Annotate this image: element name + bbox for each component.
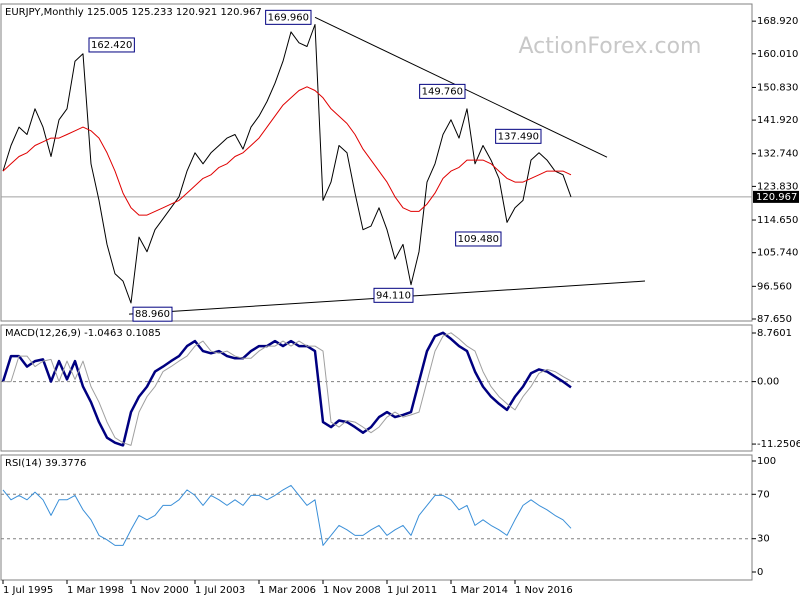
price-annotation: 149.760 — [422, 86, 463, 97]
y-tick-label: 0.00 — [757, 377, 779, 388]
y-tick-label: 8.7601 — [757, 328, 792, 339]
y-tick-label: 123.830 — [757, 181, 798, 192]
annotation-box — [88, 37, 135, 53]
annotation-box — [132, 306, 173, 322]
y-tick-label: 30 — [757, 534, 770, 545]
series-line — [2, 24, 572, 304]
y-tick-label: 96.560 — [757, 281, 792, 292]
y-tick-label: 87.650 — [757, 314, 792, 325]
plot-area — [1, 331, 752, 447]
annotation-box — [373, 287, 414, 303]
y-tick-label: 132.740 — [757, 149, 798, 160]
price-annotation: 94.110 — [376, 290, 411, 301]
y-tick-label: 141.920 — [757, 115, 798, 126]
y-tick-label: 0 — [757, 567, 763, 578]
plot-area — [1, 16, 752, 315]
x-tick-label: 1 Mar 2014 — [451, 585, 508, 596]
annotation-box — [419, 83, 466, 99]
annotation-box — [455, 231, 502, 247]
series-line — [2, 484, 572, 546]
panel-title: EURJPY,Monthly 125.005 125.233 120.921 1… — [5, 7, 262, 18]
y-tick-label: 168.920 — [757, 16, 798, 27]
series-line — [2, 86, 572, 216]
x-tick-label: 1 Jul 2003 — [195, 585, 245, 596]
x-tick-label: 1 Mar 2006 — [259, 585, 316, 596]
annotation-box — [495, 128, 542, 144]
price-annotation: 137.490 — [498, 131, 539, 142]
last-price-box — [753, 190, 799, 203]
annotation-box — [265, 9, 312, 25]
y-tick-label: 150.830 — [757, 82, 798, 93]
last-price-label: 120.967 — [756, 192, 797, 203]
plot-area — [1, 484, 752, 546]
x-tick-label: 1 Jul 2011 — [387, 585, 437, 596]
y-tick-label: -11.2506 — [757, 439, 800, 450]
panel-frame — [0, 454, 753, 581]
price-annotation: 109.480 — [458, 234, 499, 245]
price-annotation: 169.960 — [268, 12, 309, 23]
y-tick-label: 114.650 — [757, 215, 798, 226]
series-line — [3, 332, 572, 446]
y-tick-label: 160.010 — [757, 49, 798, 60]
panel-frame — [0, 3, 753, 322]
panel-title: MACD(12,26,9) -1.0463 0.1085 — [5, 328, 161, 339]
panel-title: RSI(14) 39.3776 — [5, 458, 86, 469]
y-tick-label: 70 — [757, 489, 770, 500]
series-line — [1, 331, 572, 447]
panel-frame — [0, 324, 753, 452]
y-tick-label: 100 — [757, 456, 776, 467]
watermark: ActionForex.com — [519, 34, 702, 59]
price-annotation: 162.420 — [91, 40, 132, 51]
x-tick-label: 1 Nov 2000 — [131, 585, 189, 596]
x-tick-label: 1 Mar 1998 — [67, 585, 124, 596]
price-annotation: 88.960 — [135, 309, 170, 320]
x-tick-label: 1 Nov 2008 — [323, 585, 381, 596]
x-tick-label: 1 Nov 2016 — [515, 585, 573, 596]
x-tick-label: 1 Jul 1995 — [3, 585, 53, 596]
y-tick-label: 105.740 — [757, 248, 798, 259]
